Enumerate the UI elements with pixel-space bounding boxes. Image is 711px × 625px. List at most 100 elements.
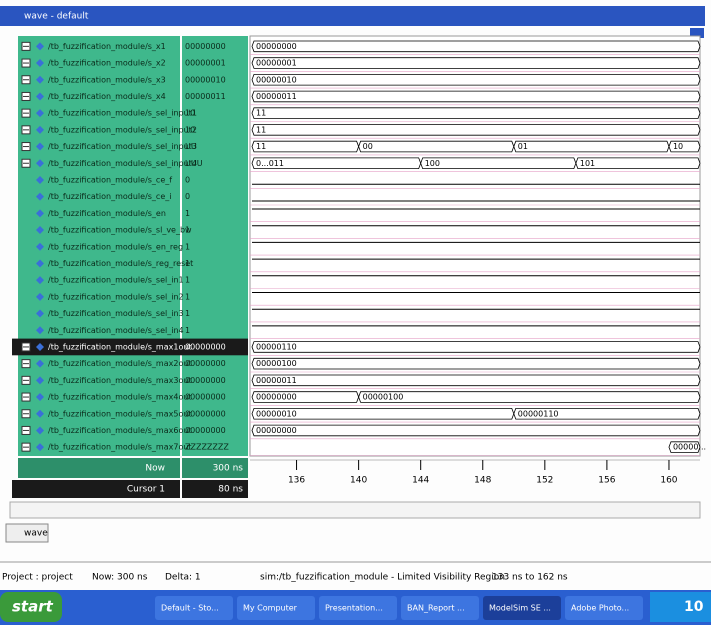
signal-name: /tb_fuzzification_module/s_sel_input1: [48, 109, 197, 118]
signal-name: /tb_fuzzification_module/s_x2: [48, 59, 166, 68]
signal-value: UU: [185, 142, 197, 151]
signal-value: 0: [185, 175, 190, 184]
bus-label: 00000011: [256, 92, 297, 101]
time-tick-label: 160: [660, 476, 677, 486]
signal-value: 00000010: [185, 75, 226, 84]
signal-name: /tb_fuzzification_module/s_x1: [48, 42, 166, 51]
signal-value: 00000000: [185, 42, 226, 51]
signal-name: /tb_fuzzification_module/s_ce_f: [48, 175, 172, 184]
wave-window: wave - default Now 300 ns Cursor 1 80 ns…: [0, 0, 711, 625]
bus-label: 100: [425, 159, 440, 168]
bus-label: 11: [256, 142, 266, 151]
taskbar-item-label: My Computer: [243, 604, 298, 613]
bus-label: 00000000: [256, 426, 297, 435]
signal-value: ZZZZZZZZ: [185, 443, 229, 452]
signal-name: /tb_fuzzification_module/s_x4: [48, 92, 166, 101]
bus-label: 11: [256, 109, 266, 118]
status-now: Now: 300 ns: [92, 573, 148, 583]
signal-value: 0: [185, 192, 190, 201]
bus-label: 00000110: [256, 342, 297, 351]
signal-name: /tb_fuzzification_module/s_max1out: [48, 342, 192, 351]
signal-value: 00000000: [185, 426, 226, 435]
signal-name: /tb_fuzzification_module/s_max5out: [48, 409, 192, 418]
status-delta: Delta: 1: [165, 573, 201, 583]
signal-name: /tb_fuzzification_module/s_sel_input2: [48, 125, 197, 134]
scroll-bar[interactable]: [10, 502, 700, 518]
bus-label: 0...011: [256, 159, 284, 168]
signal-name: /tb_fuzzification_module/s_sel_in2: [48, 292, 184, 301]
signal-name: /tb_fuzzification_module/s_reg_reset: [48, 259, 193, 268]
signal-value: 1: [185, 226, 190, 235]
signal-name: /tb_fuzzification_module/s_x3: [48, 75, 166, 84]
signal-value: 10: [185, 125, 195, 134]
bus-label: 00000100: [256, 359, 297, 368]
signal-value: 1: [185, 276, 190, 285]
bus-label: 00000010: [256, 409, 297, 418]
now-label: Now: [145, 464, 165, 474]
taskbar-item-label: ModelSim SE ...: [489, 604, 551, 613]
signal-name: /tb_fuzzification_module/s_sel_input4: [48, 159, 197, 168]
signal-value: 00000000: [185, 409, 226, 418]
signal-name: /tb_fuzzification_module/s_sel_in3: [48, 309, 184, 318]
signal-value: 10: [185, 109, 195, 118]
signal-value: 00000011: [185, 92, 226, 101]
cursor-value: 80 ns: [218, 485, 243, 495]
signal-name: /tb_fuzzification_module/s_ce_i: [48, 192, 171, 201]
signal-name: /tb_fuzzification_module/s_max7out: [48, 443, 192, 452]
signal-name: /tb_fuzzification_module/s_sel_in1: [48, 276, 184, 285]
cursor-label: Cursor 1: [127, 485, 165, 495]
title-bar: [0, 6, 705, 26]
bus-label: 00000010: [256, 75, 297, 84]
bus-label: 00000000: [256, 393, 297, 402]
bus-label: 00000100: [363, 393, 404, 402]
status-region: sim:/tb_fuzzification_module - Limited V…: [260, 573, 505, 583]
signal-name: /tb_fuzzification_module/s_max6out: [48, 426, 192, 435]
now-value: 300 ns: [213, 464, 244, 474]
signal-name: /tb_fuzzification_module/s_en: [48, 209, 166, 218]
signal-name: /tb_fuzzification_module/s_sel_in4: [48, 326, 184, 335]
signal-value: 1: [185, 309, 190, 318]
bus-label: 01: [518, 142, 528, 151]
signal-value: 00000000: [185, 393, 226, 402]
taskbar-item-label: Adobe Photo...: [571, 604, 629, 613]
taskbar-item-label: Presentation...: [325, 604, 383, 613]
signal-name: /tb_fuzzification_module/s_sel_input3: [48, 142, 197, 151]
bus-label: 00000001: [256, 59, 297, 68]
time-tick-label: 152: [536, 476, 553, 486]
signal-name: /tb_fuzzification_module/s_sl_ve_bw: [48, 226, 192, 235]
signal-value: 1: [185, 259, 190, 268]
bus-label: 10: [673, 142, 683, 151]
signal-value: 00000001: [185, 59, 226, 68]
time-tick-label: 140: [350, 476, 367, 486]
bus-label: 00000110: [518, 409, 559, 418]
bus-label: 00000000: [256, 42, 297, 51]
signal-name: /tb_fuzzification_module/s_en_reg: [48, 242, 183, 251]
time-tick-label: 136: [288, 476, 305, 486]
signal-name: /tb_fuzzification_module/s_max3out: [48, 376, 192, 385]
status-range: 133 ns to 162 ns: [492, 573, 568, 583]
bus-label: 11: [256, 125, 266, 134]
bus-label: 00000011: [256, 376, 297, 385]
signal-value: 1: [185, 242, 190, 251]
time-tick-label: 156: [598, 476, 615, 486]
signal-value: 1: [185, 292, 190, 301]
wave-pane: [250, 36, 700, 456]
time-tick-label: 144: [412, 476, 429, 486]
status-project: Project : project: [2, 573, 73, 583]
signal-value: 1: [185, 326, 190, 335]
page: {"window":{"title":"wave - default"}, "s…: [0, 0, 711, 625]
signal-value: 00000000: [185, 376, 226, 385]
window-title: wave - default: [24, 12, 89, 22]
signal-name: /tb_fuzzification_module/s_max4out: [48, 393, 192, 402]
time-tick-label: 148: [474, 476, 491, 486]
tab-label: wave: [24, 529, 48, 539]
start-label: start: [12, 598, 54, 616]
taskbar-item-label: Default - Sto...: [161, 604, 219, 613]
taskbar-item-label: BAN_Report ...: [407, 604, 465, 613]
signal-name: /tb_fuzzification_module/s_max2out: [48, 359, 192, 368]
signal-value: UUU: [185, 159, 203, 168]
signal-value: 00000000: [185, 342, 226, 351]
clock: 10: [684, 599, 704, 615]
bus-label: 00000...: [673, 443, 706, 452]
signal-value: 1: [185, 209, 190, 218]
